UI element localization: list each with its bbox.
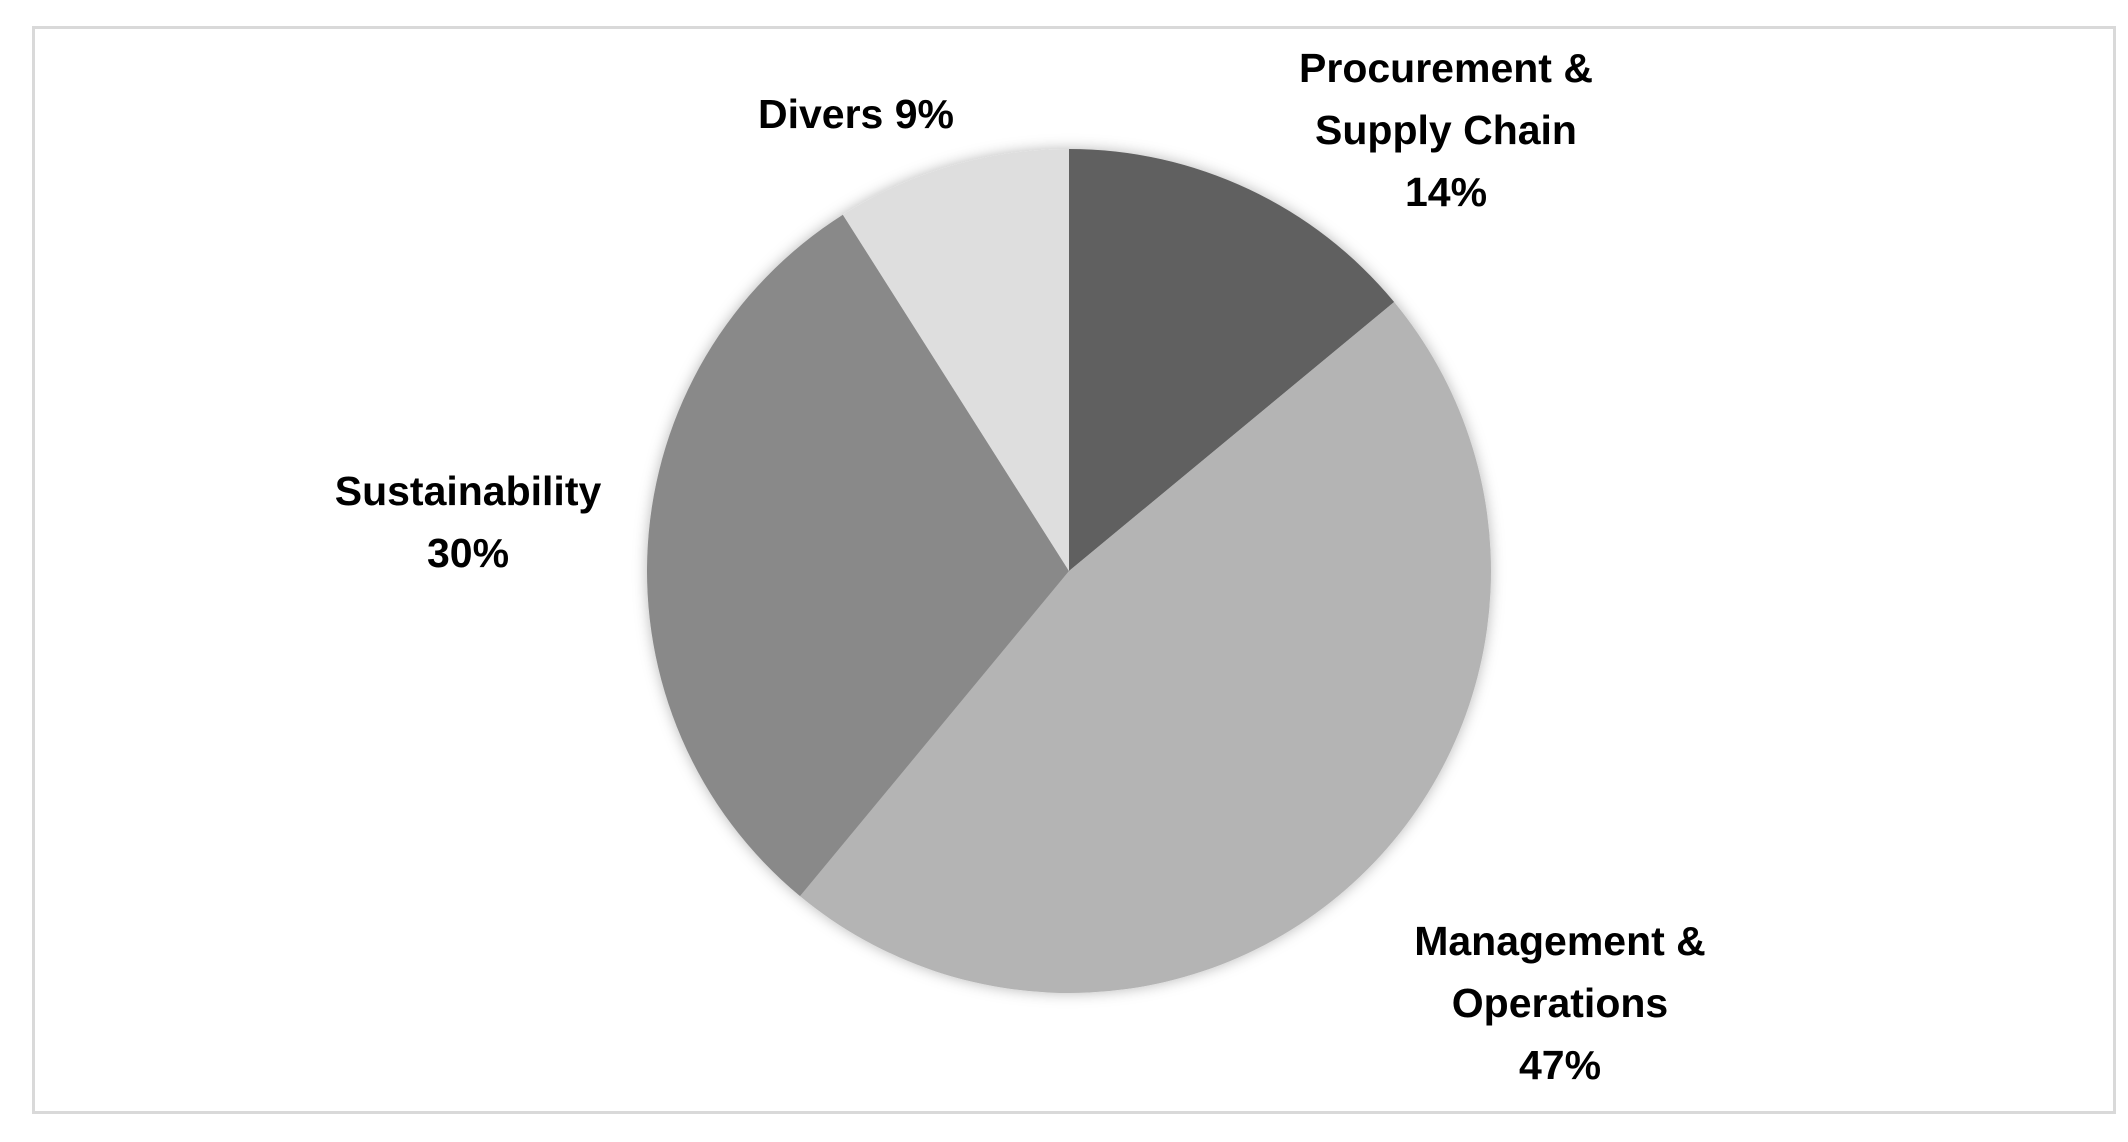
- pie-labels: Procurement & Supply Chain 14% Management &…: [335, 45, 1706, 1088]
- pie-slice-sustainability: [646, 214, 1069, 897]
- pie-slices: [646, 149, 1492, 994]
- slice-label-sustainability: Sustainability 30%: [335, 468, 602, 576]
- pie-slice-procurement: [1069, 149, 1395, 571]
- slice-label-procurement: Procurement & Supply Chain 14%: [1299, 45, 1593, 215]
- slice-label-management: Management & Operations 47%: [1414, 918, 1706, 1088]
- pie-slice-divers-9: [842, 149, 1069, 571]
- pie-slice-management: [800, 302, 1492, 994]
- slice-label-divers-9: Divers 9%: [758, 91, 954, 137]
